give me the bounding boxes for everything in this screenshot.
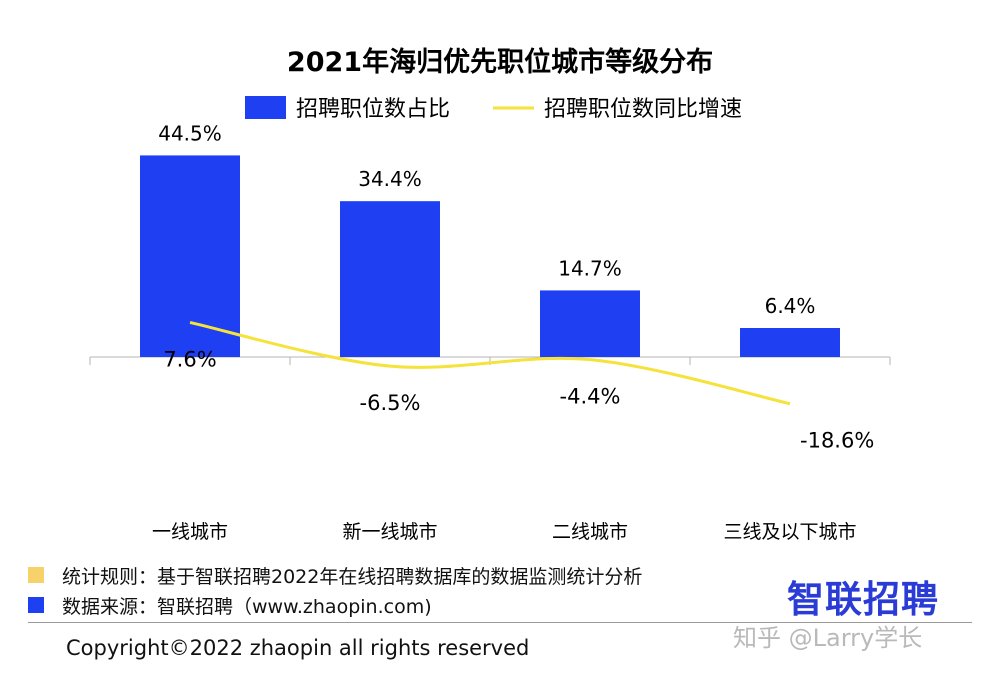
bars bbox=[140, 155, 840, 357]
category-label: 二线城市 bbox=[552, 521, 628, 543]
legend: 招聘职位数占比 招聘职位数同比增速 bbox=[245, 96, 742, 122]
legend-bar-swatch bbox=[245, 96, 286, 119]
category-label: 新一线城市 bbox=[342, 521, 437, 543]
watermark: 知乎 @Larry学长 bbox=[733, 624, 923, 652]
bar-value-label: 14.7% bbox=[558, 256, 622, 280]
note-swatch-blue bbox=[28, 597, 44, 613]
source-note: 数据来源：智联招聘（www.zhaopin.com) bbox=[28, 590, 432, 620]
brand-logo: 智联招聘 bbox=[787, 578, 939, 621]
note-swatch-yellow bbox=[28, 567, 44, 583]
growth-value-label: -6.5% bbox=[360, 391, 421, 415]
growth-value-label: -4.4% bbox=[560, 385, 621, 409]
chart-title: 2021年海归优先职位城市等级分布 bbox=[287, 46, 713, 78]
legend-bar-label: 招聘职位数占比 bbox=[296, 97, 450, 122]
bar-value-label: 34.4% bbox=[358, 167, 422, 191]
chart: 2021年海归优先职位城市等级分布 招聘职位数占比 招聘职位数同比增速 44.5… bbox=[89, 46, 891, 543]
category-label: 一线城市 bbox=[152, 521, 228, 543]
copyright-text: Copyright©2022 zhaopin all rights reserv… bbox=[66, 636, 530, 660]
bar-value-label: 44.5% bbox=[158, 121, 222, 145]
bar-3 bbox=[540, 290, 640, 357]
legend-line-label: 招聘职位数同比增速 bbox=[544, 97, 742, 122]
category-labels: 一线城市 新一线城市 二线城市 三线及以下城市 bbox=[152, 521, 857, 543]
category-label: 三线及以下城市 bbox=[723, 521, 856, 543]
bar-value-label: 6.4% bbox=[765, 294, 816, 318]
data-labels: 44.5% 7.6% 34.4% -6.5% 14.7% -4.4% 6.4% -18.6% bbox=[158, 121, 874, 452]
growth-value-label: -18.6% bbox=[800, 429, 874, 453]
stat-rule-note: 统计规则：基于智联招聘2022年在线招聘数据库的数据监测统计分析 bbox=[28, 560, 642, 590]
x-axis-ticks bbox=[89, 357, 891, 365]
source-text: 数据来源：智联招聘（www.zhaopin.com) bbox=[62, 595, 432, 618]
growth-line bbox=[189, 320, 791, 406]
bar-4 bbox=[740, 328, 840, 357]
footer-divider bbox=[28, 622, 972, 623]
growth-value-label: 7.6% bbox=[163, 347, 216, 371]
bar-2 bbox=[340, 201, 440, 357]
stat-rule-text: 统计规则：基于智联招聘2022年在线招聘数据库的数据监测统计分析 bbox=[62, 565, 643, 588]
bar-1 bbox=[140, 155, 240, 357]
